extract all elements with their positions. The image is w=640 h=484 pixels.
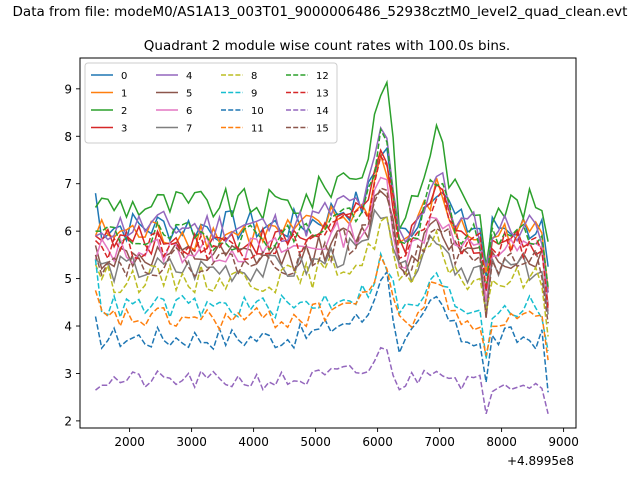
legend-label-0: 0 bbox=[121, 71, 127, 82]
axes: 2000 3000 4000 5000 6000 7000 8000 9000 2 3 4 5 6 7 8 9 bbox=[64, 57, 579, 449]
legend-label-13: 13 bbox=[316, 89, 329, 100]
y-tick-label: 8 bbox=[64, 130, 72, 144]
series-line-9 bbox=[94, 251, 549, 359]
series-line-8 bbox=[94, 215, 549, 337]
series-line-3 bbox=[95, 148, 549, 293]
y-tick-label: 6 bbox=[64, 225, 72, 239]
series-line-13 bbox=[94, 154, 549, 310]
y-tick-label: 2 bbox=[64, 414, 72, 428]
series-line-15 bbox=[94, 187, 549, 324]
y-tick-label: 5 bbox=[64, 272, 72, 286]
axes-frame bbox=[79, 57, 577, 429]
figure-suptitle: Data from file: modeM0/AS1A13_003T01_900… bbox=[13, 4, 628, 20]
x-tick-label: 8000 bbox=[486, 435, 517, 449]
legend-label-12: 12 bbox=[316, 71, 329, 82]
legend-label-14: 14 bbox=[316, 106, 329, 117]
legend-label-11: 11 bbox=[251, 124, 264, 135]
legend-label-1: 1 bbox=[121, 89, 127, 100]
plot-area bbox=[94, 79, 549, 415]
series-line-12 bbox=[95, 127, 549, 290]
legend-label-2: 2 bbox=[121, 106, 127, 117]
legend-label-6: 6 bbox=[186, 106, 192, 117]
y-tick-label: 4 bbox=[64, 320, 72, 334]
series-line-14 bbox=[95, 346, 549, 415]
legend-label-9: 9 bbox=[251, 89, 257, 100]
legend-label-5: 5 bbox=[186, 89, 192, 100]
x-tick-label: 7000 bbox=[424, 435, 455, 449]
legend-label-3: 3 bbox=[121, 124, 127, 135]
chart-title: Quadrant 2 module wise count rates with … bbox=[144, 38, 510, 54]
x-tick-label: 4000 bbox=[238, 435, 269, 449]
x-tick-label: 6000 bbox=[362, 435, 393, 449]
legend-label-10: 10 bbox=[251, 106, 264, 117]
series-line-10 bbox=[94, 269, 549, 393]
series-line-7 bbox=[95, 208, 549, 315]
x-tick-label: 9000 bbox=[548, 435, 579, 449]
series-line-6 bbox=[94, 176, 549, 312]
x-tick-label: 3000 bbox=[176, 435, 207, 449]
series-line-4 bbox=[95, 125, 549, 293]
legend-label-15: 15 bbox=[316, 124, 329, 135]
x-offset-label: +4.8995e8 bbox=[507, 454, 574, 468]
y-tick-label: 9 bbox=[64, 82, 72, 96]
y-tick-label: 3 bbox=[64, 367, 72, 381]
legend-label-7: 7 bbox=[186, 124, 192, 135]
x-tick-label: 2000 bbox=[114, 435, 145, 449]
x-tick-label: 5000 bbox=[300, 435, 331, 449]
legend-label-4: 4 bbox=[186, 71, 192, 82]
legend-label-8: 8 bbox=[251, 71, 257, 82]
y-tick-label: 7 bbox=[64, 177, 72, 191]
legend-box bbox=[84, 62, 338, 144]
series-line-11 bbox=[94, 254, 549, 361]
